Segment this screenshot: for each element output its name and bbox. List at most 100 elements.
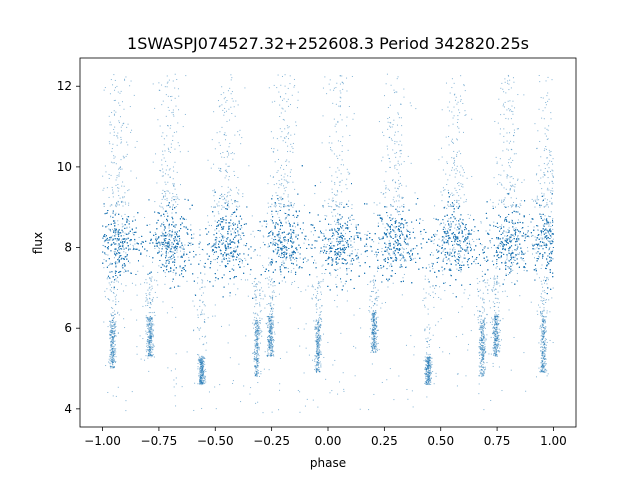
data-point — [377, 265, 379, 267]
data-point — [110, 230, 112, 232]
data-point — [389, 254, 391, 256]
data-point — [223, 242, 225, 244]
data-point — [336, 238, 338, 240]
data-point — [549, 221, 551, 223]
data-point — [405, 260, 407, 262]
data-point — [170, 236, 172, 238]
data-point — [515, 227, 517, 229]
data-point — [163, 233, 165, 235]
data-point — [389, 242, 391, 244]
data-point — [454, 249, 456, 251]
data-point — [544, 236, 546, 238]
data-point — [394, 245, 396, 247]
data-point — [230, 230, 232, 232]
data-point — [259, 289, 261, 291]
data-point — [396, 211, 398, 213]
data-point — [400, 252, 402, 254]
data-point — [122, 218, 124, 220]
data-point — [396, 210, 398, 212]
data-point — [106, 278, 108, 280]
data-point — [540, 237, 542, 239]
data-point — [442, 244, 444, 246]
data-point — [352, 246, 354, 248]
data-point — [235, 250, 237, 252]
data-point — [337, 236, 339, 238]
data-point — [171, 236, 173, 238]
data-point — [287, 220, 289, 222]
data-point — [394, 227, 396, 229]
data-point — [106, 211, 108, 213]
data-point — [172, 251, 174, 253]
data-point — [107, 254, 109, 256]
data-point — [429, 266, 431, 268]
data-point — [335, 254, 337, 256]
data-point — [460, 240, 462, 242]
data-point — [299, 257, 301, 259]
data-point — [223, 226, 225, 228]
data-point — [284, 247, 286, 249]
data-point — [198, 246, 200, 248]
data-point — [239, 236, 241, 238]
data-point — [378, 242, 380, 244]
data-point — [270, 219, 272, 221]
data-point — [506, 266, 508, 268]
data-point — [113, 252, 115, 254]
data-point — [443, 269, 445, 271]
data-point — [511, 250, 513, 252]
data-point — [405, 248, 407, 250]
data-point — [237, 247, 239, 249]
data-point — [267, 243, 269, 245]
data-point — [267, 202, 269, 204]
data-point — [223, 257, 225, 259]
data-point — [334, 220, 336, 222]
data-point — [224, 236, 226, 238]
data-point — [286, 234, 288, 236]
data-point — [499, 245, 501, 247]
data-point — [156, 243, 158, 245]
data-point — [171, 229, 173, 231]
data-point — [471, 238, 473, 240]
data-point — [117, 253, 119, 255]
data-point — [339, 267, 341, 269]
data-point — [429, 239, 431, 241]
data-point — [333, 234, 335, 236]
data-point — [129, 243, 131, 245]
data-point — [225, 254, 227, 255]
data-point — [124, 213, 126, 215]
data-point — [217, 269, 219, 271]
data-point — [331, 245, 333, 247]
data-point — [513, 223, 515, 225]
data-point — [127, 245, 129, 247]
data-point — [123, 271, 125, 273]
data-point — [473, 240, 475, 242]
data-point — [375, 256, 377, 258]
data-point — [322, 250, 324, 252]
data-point — [230, 234, 232, 236]
data-point — [177, 256, 179, 258]
data-point — [439, 245, 441, 247]
data-point — [271, 230, 273, 232]
data-point — [230, 215, 232, 217]
data-point — [548, 233, 550, 235]
data-point — [518, 239, 520, 241]
data-point — [161, 241, 163, 243]
data-point — [540, 234, 542, 236]
data-point — [459, 242, 461, 244]
data-point — [536, 252, 538, 254]
data-point — [443, 222, 445, 224]
data-point — [261, 225, 263, 227]
data-point — [296, 260, 298, 262]
data-point — [117, 257, 119, 259]
data-point — [505, 273, 507, 275]
data-point — [167, 242, 169, 244]
data-point — [306, 261, 308, 263]
data-point — [484, 247, 486, 249]
data-point — [127, 219, 129, 221]
data-point — [546, 259, 548, 261]
data-point — [232, 251, 234, 253]
data-point — [449, 238, 451, 240]
data-point — [158, 265, 160, 267]
data-point — [402, 277, 404, 279]
data-point — [215, 244, 217, 246]
data-point — [162, 208, 164, 210]
